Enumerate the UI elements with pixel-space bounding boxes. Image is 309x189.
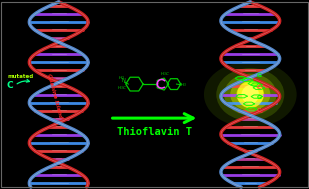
Ellipse shape — [242, 85, 259, 104]
Text: N: N — [121, 78, 125, 83]
Text: C: C — [257, 85, 261, 90]
Text: C: C — [257, 108, 261, 113]
Text: $H_2$: $H_2$ — [118, 75, 125, 82]
Text: G: G — [256, 95, 261, 100]
Ellipse shape — [237, 81, 263, 108]
Ellipse shape — [224, 74, 277, 115]
Text: mutated: mutated — [8, 74, 34, 79]
Text: $H_3C$: $H_3C$ — [117, 84, 127, 92]
Text: Guanine Island: Guanine Island — [46, 73, 62, 118]
Ellipse shape — [236, 82, 264, 107]
Text: C: C — [7, 81, 13, 91]
Text: $H_3C$: $H_3C$ — [160, 70, 170, 77]
Text: Thioflavin T: Thioflavin T — [117, 127, 192, 137]
Ellipse shape — [216, 68, 284, 121]
Ellipse shape — [230, 78, 270, 111]
Text: G: G — [256, 73, 261, 78]
Ellipse shape — [241, 86, 260, 103]
Text: $CH_3$: $CH_3$ — [178, 81, 188, 89]
Ellipse shape — [204, 61, 297, 128]
